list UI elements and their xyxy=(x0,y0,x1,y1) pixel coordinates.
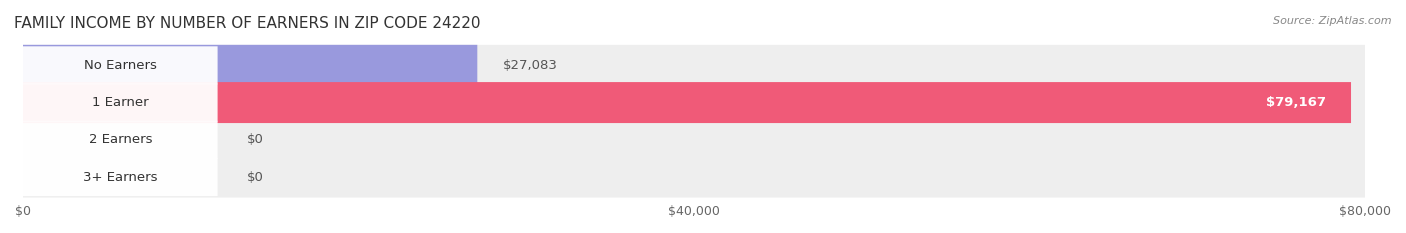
FancyBboxPatch shape xyxy=(22,45,477,86)
Text: FAMILY INCOME BY NUMBER OF EARNERS IN ZIP CODE 24220: FAMILY INCOME BY NUMBER OF EARNERS IN ZI… xyxy=(14,16,481,31)
Text: 3+ Earners: 3+ Earners xyxy=(83,171,157,184)
FancyBboxPatch shape xyxy=(22,121,218,159)
Text: Source: ZipAtlas.com: Source: ZipAtlas.com xyxy=(1274,16,1392,26)
Text: 1 Earner: 1 Earner xyxy=(91,96,149,109)
Text: $79,167: $79,167 xyxy=(1265,96,1326,109)
FancyBboxPatch shape xyxy=(22,82,1351,123)
Text: $0: $0 xyxy=(247,133,264,146)
Text: $0: $0 xyxy=(247,171,264,184)
FancyBboxPatch shape xyxy=(22,82,1365,123)
FancyBboxPatch shape xyxy=(22,119,1365,160)
Text: No Earners: No Earners xyxy=(84,59,156,72)
FancyBboxPatch shape xyxy=(22,84,218,122)
FancyBboxPatch shape xyxy=(22,158,218,196)
Text: $27,083: $27,083 xyxy=(502,59,557,72)
FancyBboxPatch shape xyxy=(22,45,1365,86)
Text: 2 Earners: 2 Earners xyxy=(89,133,152,146)
FancyBboxPatch shape xyxy=(22,157,1365,198)
FancyBboxPatch shape xyxy=(22,46,218,84)
